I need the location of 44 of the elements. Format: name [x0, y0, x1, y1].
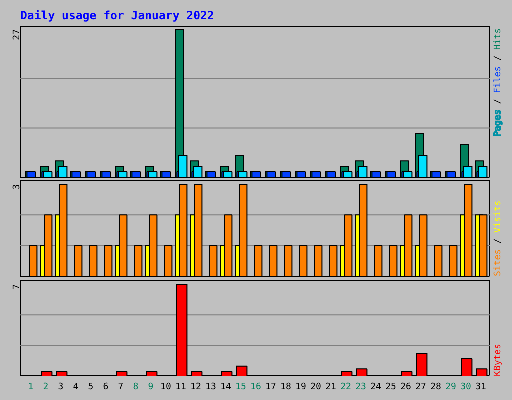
x-tick-label: 9	[148, 382, 154, 392]
x-tick-label: 20	[310, 382, 322, 392]
x-tick-label: 19	[296, 382, 306, 392]
x-tick-label: 7	[118, 382, 124, 392]
x-tick-label: 21	[326, 382, 336, 392]
x-tick-label: 1	[28, 382, 34, 392]
annotation: 7	[12, 284, 22, 290]
text: /	[494, 56, 504, 62]
x-tick-label: 12	[190, 382, 202, 392]
text: Hits	[494, 28, 504, 50]
x-tick-label: 5	[88, 382, 94, 392]
annotation: 27	[12, 29, 22, 40]
x-tick-label: 16	[250, 382, 262, 392]
x-tick-label: 3	[58, 382, 64, 392]
x-tick-label: 30	[460, 382, 472, 392]
x-tick-label: 24	[370, 382, 382, 392]
x-tick-label: 27	[416, 382, 426, 392]
text: /	[494, 98, 504, 104]
x-tick-label: 22	[340, 382, 352, 392]
x-tick-label: 29	[446, 382, 456, 392]
x-tick-label: 4	[73, 382, 79, 392]
x-tick-label: 10	[160, 382, 172, 392]
text: Files	[494, 66, 504, 94]
x-tick-label: 11	[176, 382, 186, 392]
x-tick-label: 2	[43, 382, 49, 392]
text: KBytes	[494, 344, 504, 376]
text: /	[494, 238, 504, 244]
x-tick-label: 18	[280, 382, 292, 392]
x-tick-label: 14	[220, 382, 232, 392]
x-tick-label: 8	[133, 382, 139, 392]
x-tick-label: 6	[103, 382, 109, 392]
x-tick-label: 23	[356, 382, 366, 392]
text: Visits	[494, 200, 504, 234]
x-tick-label: 31	[476, 382, 486, 392]
x-tick-label: 13	[206, 382, 216, 392]
text: Sites	[494, 249, 504, 276]
x-tick-label: 28	[430, 382, 442, 392]
text: Pages	[494, 110, 504, 137]
chart-title: Daily usage for January 2022	[20, 8, 214, 22]
x-tick-label: 17	[266, 382, 276, 392]
x-tick-label: 15	[236, 382, 246, 392]
x-tick-label: 26	[400, 382, 412, 392]
x-tick-label: 25	[386, 382, 396, 392]
annotation: 3	[12, 184, 22, 190]
